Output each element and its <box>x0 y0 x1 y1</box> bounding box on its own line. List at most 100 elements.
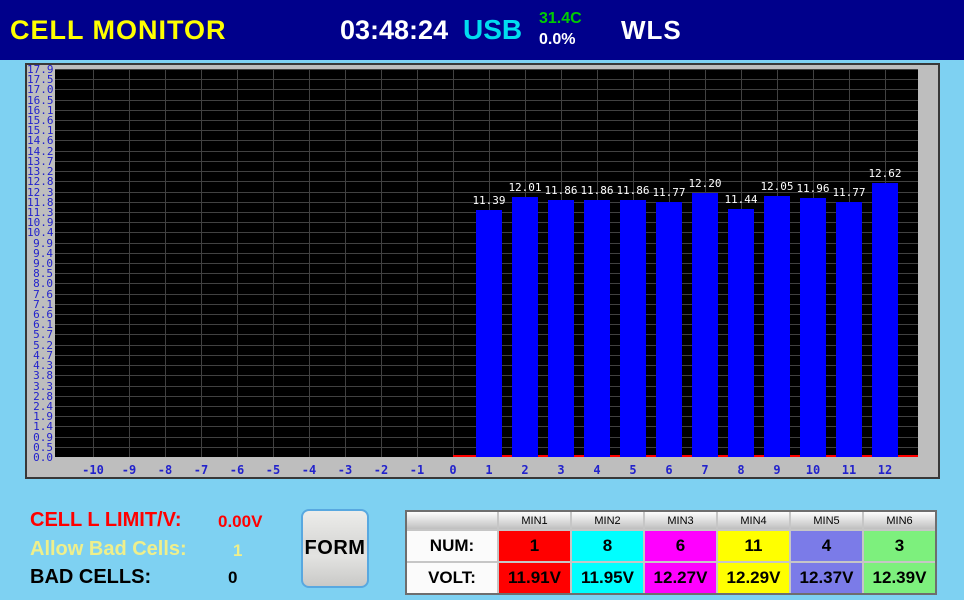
voltage-bar <box>728 209 754 457</box>
bar-value-label: 11.86 <box>544 184 578 197</box>
allow-bad-cells-value: 1 <box>233 541 243 560</box>
x-tick-label: 4 <box>593 463 601 477</box>
voltage-bar <box>872 183 898 457</box>
x-tick-label: 8 <box>737 463 745 477</box>
y-tick-label: 0.9 <box>33 431 53 444</box>
y-tick-label: 7.1 <box>33 298 53 311</box>
y-tick-label: 13.7 <box>27 155 54 168</box>
bar-value-label: 11.86 <box>616 184 650 197</box>
temperature-block: 31.4C 0.0% <box>539 8 582 50</box>
y-tick-label: 14.2 <box>27 145 54 158</box>
cell-limit-label: CELL L LIMIT/V: <box>30 509 182 531</box>
y-tick-label: 3.8 <box>33 369 53 382</box>
y-tick-label: 1.9 <box>33 410 53 423</box>
v-gridline <box>345 69 346 457</box>
x-tick-label: 12 <box>877 463 893 477</box>
y-tick-label: 14.6 <box>27 134 54 147</box>
x-tick-label: 2 <box>521 463 529 477</box>
bad-cells-label: BAD CELLS: <box>30 566 152 588</box>
min-table-header: MIN6 <box>864 512 935 529</box>
bar-value-label: 11.96 <box>796 182 830 195</box>
h-gridline <box>55 89 918 90</box>
h-gridline <box>55 151 918 152</box>
v-gridline <box>201 69 202 457</box>
y-tick-label: 6.1 <box>33 318 53 331</box>
volt-row-label: VOLT: <box>407 563 497 593</box>
usb-status: USB <box>463 14 523 45</box>
y-tick-label: 6.6 <box>33 308 53 321</box>
v-gridline <box>237 69 238 457</box>
x-tick-label: 5 <box>629 463 637 477</box>
app-title: CELL MONITOR <box>10 15 227 45</box>
voltage-bar <box>656 202 682 457</box>
v-gridline <box>273 69 274 457</box>
volt-cell: 11.95V <box>572 563 643 593</box>
h-gridline <box>55 171 918 172</box>
h-gridline <box>55 130 918 131</box>
num-cell: 1 <box>499 531 570 561</box>
h-gridline <box>55 120 918 121</box>
y-tick-label: 4.3 <box>33 359 53 372</box>
app-header: CELL MONITOR 03:48:24 USB 31.4C 0.0% WLS <box>0 0 964 60</box>
voltage-bar <box>548 200 574 457</box>
y-tick-label: 17.9 <box>27 63 54 76</box>
allow-bad-cells-label: Allow Bad Cells: <box>30 538 187 560</box>
y-tick-label: 3.3 <box>33 380 53 393</box>
cell-limit-value: 0.00V <box>218 512 263 531</box>
cell-voltage-chart-panel: 17.9 17.5 17.0 16.5 16.1 15.6 15.1 14.6 14.2 13.7… <box>25 63 940 479</box>
x-tick-label: 3 <box>557 463 565 477</box>
bar-value-label: 11.44 <box>724 193 758 206</box>
min-table-header: MIN5 <box>791 512 862 529</box>
h-gridline <box>55 140 918 141</box>
y-tick-label: 2.4 <box>33 400 53 413</box>
h-gridline <box>55 69 918 70</box>
bar-value-label: 11.77 <box>832 186 866 199</box>
num-cell: 3 <box>864 531 935 561</box>
min-table-header: MIN4 <box>718 512 789 529</box>
x-tick-label: 11 <box>841 463 857 477</box>
bar-value-label: 11.77 <box>652 186 686 199</box>
volt-cell: 12.39V <box>864 563 935 593</box>
v-gridline <box>417 69 418 457</box>
voltage-bar <box>764 196 790 457</box>
min-table-header: MIN1 <box>499 512 570 529</box>
v-gridline <box>93 69 94 457</box>
bar-value-label: 12.20 <box>688 177 722 190</box>
y-tick-label: 5.7 <box>33 328 53 341</box>
y-tick-label: 15.1 <box>27 124 54 137</box>
form-button[interactable]: FORM <box>301 509 369 588</box>
h-gridline <box>55 79 918 80</box>
x-tick-label: -4 <box>301 463 317 477</box>
h-gridline <box>55 192 918 193</box>
v-gridline <box>309 69 310 457</box>
y-tick-label: 11.3 <box>27 206 54 219</box>
y-tick-label: 9.0 <box>33 257 53 270</box>
h-gridline <box>55 181 918 182</box>
x-tick-label: 6 <box>665 463 673 477</box>
y-tick-label: 8.5 <box>33 267 53 280</box>
v-gridline <box>453 69 454 457</box>
x-tick-label: -1 <box>409 463 425 477</box>
y-tick-label: 9.4 <box>33 247 53 260</box>
min-table-header: MIN2 <box>572 512 643 529</box>
min-table: MIN1 MIN2 MIN3 MIN4 MIN5 MIN6 NUM: 1 8 6 11 4 3 VOLT:… <box>405 510 937 595</box>
v-gridline <box>129 69 130 457</box>
y-tick-label: 10.4 <box>27 226 54 239</box>
y-tick-label: 12.3 <box>27 186 54 199</box>
x-axis-baseline <box>453 455 918 457</box>
y-tick-label: 7.6 <box>33 288 53 301</box>
x-tick-label: 1 <box>485 463 493 477</box>
bar-value-label: 12.62 <box>868 167 902 180</box>
voltage-bar <box>584 200 610 457</box>
clock: 03:48:24 <box>340 15 449 45</box>
y-tick-label: 1.4 <box>33 420 53 433</box>
x-tick-label: -10 <box>82 463 104 477</box>
voltage-bar <box>836 202 862 457</box>
h-gridline <box>55 161 918 162</box>
temperature-value: 31.4C <box>539 10 582 27</box>
volt-cell: 11.91V <box>499 563 570 593</box>
x-tick-label: -8 <box>157 463 173 477</box>
min-table-header: MIN3 <box>645 512 716 529</box>
h-gridline <box>55 100 918 101</box>
x-tick-label: 0 <box>449 463 457 477</box>
